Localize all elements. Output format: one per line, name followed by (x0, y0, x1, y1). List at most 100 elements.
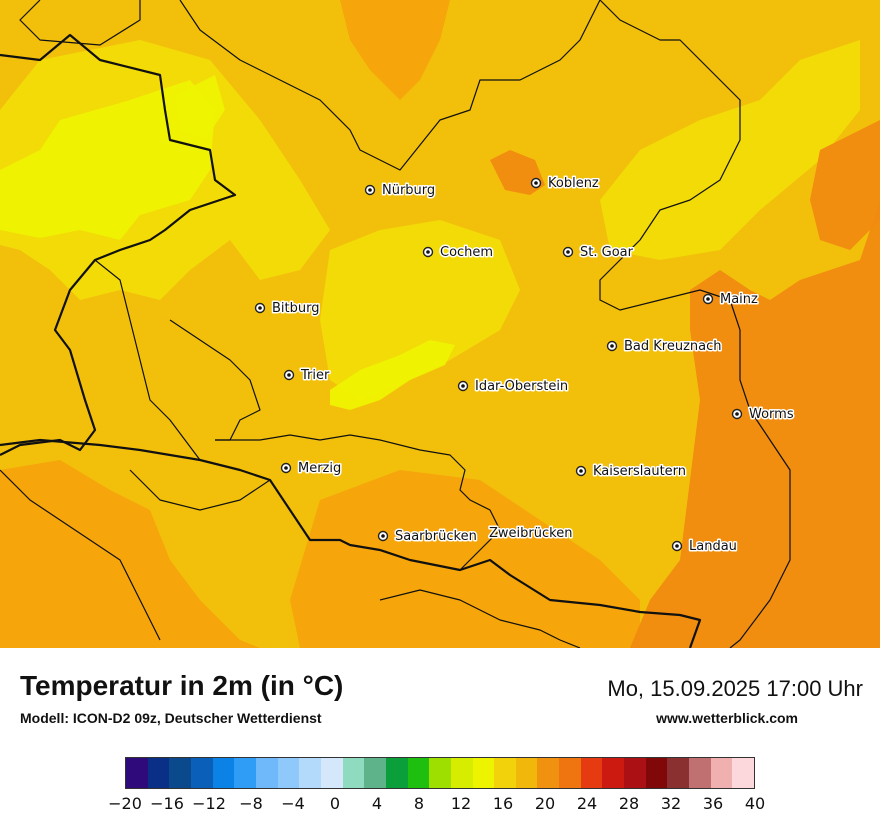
footer: Temperatur in 2m (in °C) Modell: ICON-D2… (0, 648, 880, 830)
legend-tick-label: −4 (281, 794, 305, 813)
zone-cool-center (320, 220, 520, 400)
city-dot-center (461, 384, 465, 388)
state-border-northeast (599, 0, 791, 648)
city-label: Nürburg (382, 183, 435, 198)
legend-color-cell (212, 758, 235, 788)
legend-color-cell (255, 758, 278, 788)
color-legend (125, 757, 755, 789)
city-dot-center (534, 181, 538, 185)
city-label: Cochem (440, 245, 493, 260)
legend-color-cell (450, 758, 473, 788)
state-border-saarland (215, 434, 501, 571)
legend-color-cell (234, 758, 256, 788)
legend-tick-label: −16 (150, 794, 184, 813)
zone-cool-east (600, 40, 860, 260)
city-marker-merzig: Merzig (280, 460, 343, 478)
city-dot-center (610, 344, 614, 348)
zone-coolest-center (330, 340, 455, 410)
legend-color-cell (494, 758, 516, 788)
legend-color-cell (169, 758, 191, 788)
city-marker-n-rburg: Nürburg (364, 182, 437, 200)
city-dot-center (287, 373, 291, 377)
city-label: St. Goar (580, 245, 634, 260)
legend-color-cell (515, 758, 538, 788)
legend-color-cell (472, 758, 495, 788)
city-marker-zweibr-cken: Zweibrücken (488, 525, 574, 543)
zone-warm-southcenter (290, 470, 640, 648)
city-label: Trier (300, 368, 330, 383)
forecast-datetime: Mo, 15.09.2025 17:00 Uhr (607, 676, 863, 701)
legend-color-cell (299, 758, 321, 788)
national-border-south (0, 438, 702, 648)
legend-color-cell (147, 758, 170, 788)
national-border-west (0, 33, 237, 456)
city-marker-bitburg: Bitburg (254, 300, 321, 318)
map-canvas: Nürburg Koblenz Cochem St. Goar Bitburg Mainz… (0, 0, 880, 648)
legend-tick-label: 32 (660, 794, 682, 813)
city-label: Bad Kreuznach (624, 339, 722, 354)
city-label: Koblenz (548, 176, 599, 191)
website-link[interactable]: www.wetterblick.com (656, 710, 798, 726)
legend-color-cell (624, 758, 646, 788)
legend-color-cell (689, 758, 711, 788)
legend-tick-label: 28 (618, 794, 640, 813)
city-marker-st-goar: St. Goar (562, 244, 635, 262)
zone-coolest-north (175, 75, 225, 140)
city-label: Landau (689, 539, 737, 554)
legend-tick-label: 20 (534, 794, 556, 813)
city-label: Worms (749, 407, 794, 422)
city-dot-center (368, 188, 372, 192)
zone-warm-north (340, 0, 450, 100)
legend-tick-label: −8 (239, 794, 263, 813)
city-label: Bitburg (272, 301, 320, 316)
legend-tick-label: 8 (413, 794, 425, 813)
legend-tick-label: −12 (192, 794, 226, 813)
city-label: Merzig (298, 461, 341, 476)
legend-color-cell (342, 758, 365, 788)
legend-tick-label: 24 (576, 794, 598, 813)
legend-color-cell (320, 758, 343, 788)
legend-color-cell (732, 758, 755, 788)
legend-color-cell (602, 758, 625, 788)
zone-coolest-west (0, 80, 215, 240)
city-marker-bad-kreuznach: Bad Kreuznach (606, 338, 723, 356)
city-marker-koblenz: Koblenz (530, 175, 600, 193)
city-marker-landau: Landau (671, 538, 738, 556)
map-title: Temperatur in 2m (in °C) (20, 670, 344, 701)
legend-tick-label: 0 (329, 794, 341, 813)
legend-color-cell (710, 758, 733, 788)
city-label: Mainz (720, 292, 758, 307)
legend-color-cell (385, 758, 408, 788)
city-dot-center (675, 544, 679, 548)
city-label: Idar-Oberstein (475, 379, 568, 394)
zone-hot-northeast (810, 120, 880, 250)
legend-color-cell (126, 758, 148, 788)
legend-color-cell (537, 758, 560, 788)
legend-tick-label: −20 (108, 794, 142, 813)
city-marker-kaiserslautern: Kaiserslautern (575, 463, 688, 481)
legend-color-cell (645, 758, 668, 788)
city-dot-center (426, 250, 430, 254)
city-label: Zweibrücken (489, 526, 572, 541)
zone-warm-south (0, 460, 260, 648)
legend-color-cell (190, 758, 213, 788)
legend-color-cell (429, 758, 451, 788)
legend-color-cell (667, 758, 690, 788)
legend-tick-label: 40 (744, 794, 766, 813)
city-dot-center (258, 306, 262, 310)
legend-tick-label: 36 (702, 794, 724, 813)
model-info: Modell: ICON-D2 09z, Deutscher Wetterdie… (20, 710, 322, 726)
city-marker-worms: Worms (731, 406, 795, 424)
city-dot-center (706, 297, 710, 301)
legend-color-cell (407, 758, 430, 788)
city-dot-center (284, 466, 288, 470)
zone-hot-east (630, 200, 880, 648)
legend-tick-label: 4 (371, 794, 383, 813)
state-border-lux-east (169, 319, 261, 441)
legend-color-cell (580, 758, 603, 788)
legend-color-cell (559, 758, 581, 788)
city-marker-cochem: Cochem (422, 244, 495, 262)
state-border-lux (94, 259, 201, 461)
city-dot-center (566, 250, 570, 254)
legend-tick-label: 16 (492, 794, 514, 813)
